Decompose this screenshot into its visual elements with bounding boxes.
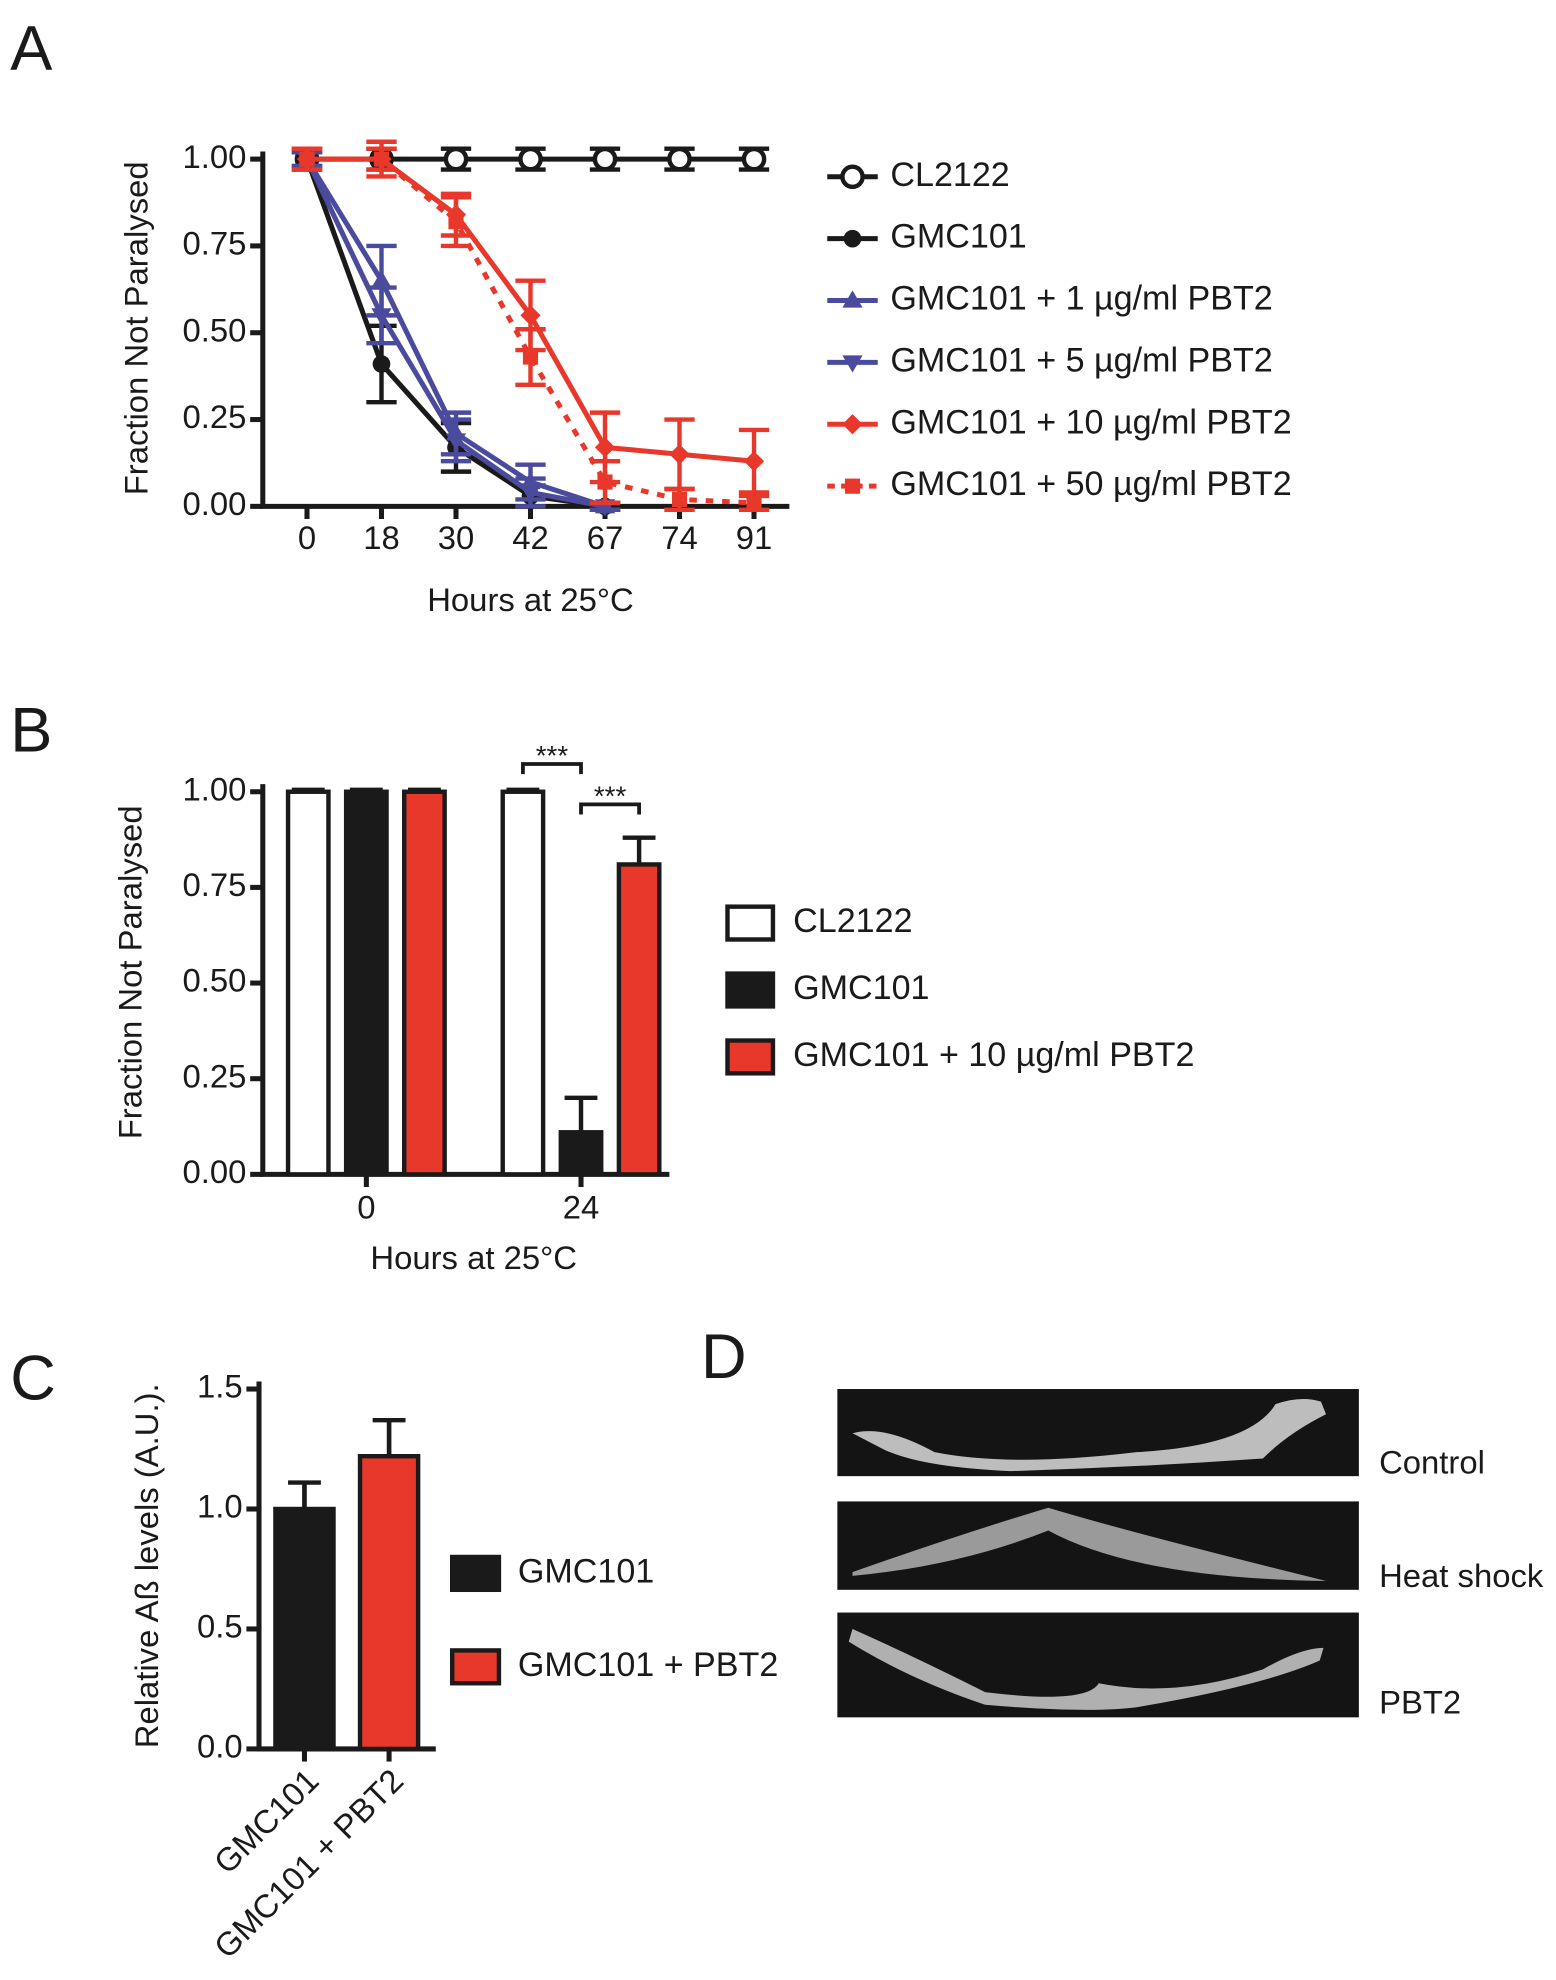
- worm: [852, 1399, 1327, 1472]
- marker: [373, 151, 390, 167]
- marker: [842, 355, 863, 373]
- panel-label: C: [10, 1343, 56, 1413]
- y-tick-label: 0.75: [182, 225, 246, 262]
- marker: [448, 214, 464, 230]
- bar: [558, 1130, 604, 1177]
- marker: [843, 229, 862, 248]
- legend-label: CL2122: [793, 902, 912, 940]
- x-tick-label: 24: [563, 1188, 600, 1225]
- error-bar: [564, 1095, 598, 1133]
- legend-swatch: [449, 1554, 502, 1593]
- marker: [372, 355, 391, 373]
- legend-label: GMC101 + 5 µg/ml PBT2: [890, 341, 1272, 379]
- legend-label: GMC101 + 10 µg/ml PBT2: [890, 403, 1291, 441]
- marker: [743, 451, 765, 472]
- bar: [500, 789, 546, 1177]
- annotation: ***: [536, 740, 569, 771]
- bar: [285, 789, 331, 1177]
- bar: [273, 1506, 336, 1752]
- marker: [671, 491, 688, 507]
- image-label: PBT2: [1379, 1683, 1461, 1720]
- marker: [518, 146, 543, 172]
- y-tick-label: 0.00: [182, 1153, 246, 1190]
- y-tick-label: 0.75: [182, 866, 246, 903]
- x-tick-label: 0: [357, 1188, 375, 1225]
- legend-label: GMC101 + 1 µg/ml PBT2: [890, 280, 1272, 318]
- panel-label: A: [10, 14, 52, 84]
- y-tick-label: 0.50: [182, 311, 246, 348]
- marker: [445, 433, 467, 451]
- significance-bracket: [521, 762, 583, 775]
- worm: [852, 1507, 1327, 1581]
- legend-label: CL2122: [890, 156, 1009, 194]
- marker: [844, 478, 861, 494]
- panel-label: B: [10, 696, 52, 766]
- legend-swatch: [725, 971, 776, 1009]
- annotation: ***: [594, 780, 627, 811]
- x-tick-label: 67: [587, 519, 624, 556]
- marker: [840, 164, 865, 190]
- x-tick-label: 30: [438, 519, 475, 556]
- legend-swatch: [725, 904, 776, 942]
- marker: [594, 437, 616, 458]
- image-label: Control: [1379, 1443, 1485, 1480]
- legend-swatch: [449, 1648, 502, 1686]
- legend-label: GMC101 + PBT2: [518, 1646, 778, 1684]
- marker: [667, 146, 692, 172]
- y-tick-label: 1.00: [182, 770, 246, 807]
- marker: [669, 444, 690, 465]
- marker: [522, 349, 539, 365]
- image-label: Heat shock: [1379, 1557, 1544, 1594]
- y-tick-label: 1.00: [182, 138, 246, 175]
- marker: [597, 474, 613, 490]
- y-tick-label: 0.25: [182, 1057, 246, 1094]
- x-axis-title: Hours at 25°C: [427, 581, 634, 618]
- bar: [357, 1453, 421, 1752]
- x-tick-label: 74: [661, 519, 698, 556]
- bar: [616, 862, 662, 1177]
- marker: [371, 270, 392, 288]
- legend-label: GMC101: [518, 1552, 654, 1590]
- y-tick-label: 1.5: [197, 1368, 243, 1405]
- marker: [592, 146, 618, 172]
- legend-label: GMC101: [890, 218, 1026, 256]
- y-axis-title: Relative Aß levels (A.U.).: [128, 1383, 165, 1748]
- y-tick-label: 0.0: [197, 1728, 243, 1765]
- y-tick-label: 0.50: [182, 962, 246, 999]
- y-tick-label: 0.25: [182, 398, 246, 435]
- axis: [260, 151, 790, 509]
- worm: [848, 1628, 1324, 1710]
- legend-swatch: [725, 1038, 776, 1076]
- y-tick-label: 1.0: [197, 1488, 243, 1525]
- marker: [741, 146, 767, 172]
- bar: [402, 789, 447, 1177]
- y-axis-title: Fraction Not Paralysed: [118, 161, 155, 495]
- marker: [520, 305, 541, 326]
- legend-label: GMC101: [793, 969, 929, 1007]
- x-tick-label: 18: [363, 519, 400, 556]
- x-axis-title: Hours at 25°C: [370, 1239, 577, 1276]
- legend-label: GMC101 + 10 µg/ml PBT2: [793, 1036, 1194, 1074]
- marker: [443, 146, 469, 172]
- x-tick-label: 0: [298, 519, 316, 556]
- marker: [842, 414, 863, 435]
- significance-bracket: [579, 802, 641, 815]
- y-tick-label: 0.5: [197, 1608, 243, 1645]
- bar: [343, 789, 389, 1177]
- marker: [842, 290, 863, 308]
- x-tick-label: 42: [512, 519, 549, 556]
- micrographs: [837, 1389, 1359, 1718]
- legend-label: GMC101 + 50 µg/ml PBT2: [890, 465, 1291, 503]
- error-bar: [622, 835, 656, 865]
- marker: [520, 485, 541, 503]
- marker: [299, 151, 315, 167]
- x-tick-label: 91: [736, 519, 773, 556]
- y-axis-title: Fraction Not Paralysed: [111, 805, 148, 1139]
- y-tick-label: 0.00: [182, 485, 246, 522]
- marker: [746, 495, 762, 511]
- marker: [371, 308, 392, 326]
- panel-label: D: [701, 1322, 747, 1392]
